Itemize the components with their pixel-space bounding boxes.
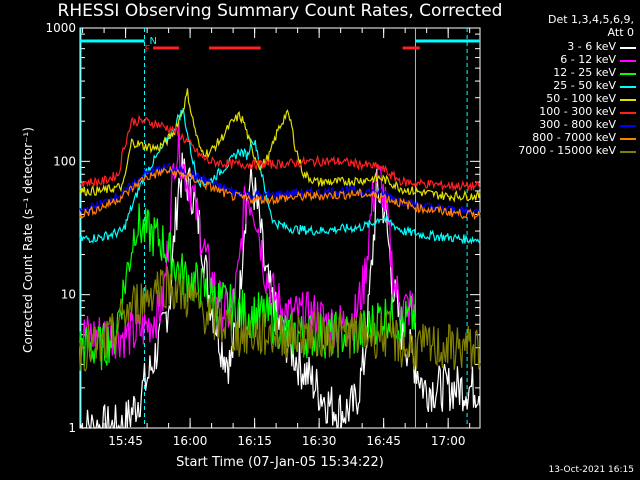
legend-label: 7000 - 15000 keV (518, 144, 616, 157)
legend-label: 100 - 300 keV (539, 105, 616, 118)
series-line-8 (79, 266, 481, 372)
legend-swatch (620, 73, 636, 75)
plot-frame (79, 27, 481, 429)
legend-label: 6 - 12 keV (560, 53, 616, 66)
legend-swatch (620, 125, 636, 127)
x-axis-label: Start Time (07-Jan-05 15:34:22) (176, 455, 384, 470)
x-tick-label: 15:45 (108, 434, 143, 448)
x-tick-label: 16:45 (366, 434, 401, 448)
legend-label: 12 - 25 keV (553, 66, 616, 79)
chart-title: RHESSI Observing Summary Count Rates, Co… (57, 1, 503, 21)
legend-label: 50 - 100 keV (546, 92, 616, 105)
series-line-7 (79, 165, 481, 220)
legend-swatch (620, 138, 636, 140)
footer-timestamp: 13-Oct-2021 16:15 (548, 465, 634, 475)
x-tick-label: 17:00 (431, 434, 466, 448)
detector-info-line2: Att 0 (607, 26, 634, 39)
legend-swatch (620, 60, 636, 62)
flag-label-F: F (145, 44, 151, 55)
series-line-5 (79, 114, 481, 192)
y-tick-label: 1 (68, 421, 76, 435)
detector-info-line1: Det 1,3,4,5,6,9, (547, 13, 634, 26)
x-tick-label: 16:15 (237, 434, 272, 448)
legend-swatch (620, 86, 636, 88)
y-tick-label: 100 (53, 154, 76, 168)
legend-swatch (620, 112, 636, 114)
legend-swatch (620, 99, 636, 101)
y-tick-label: 10 (61, 288, 76, 302)
y-tick-label: 1000 (45, 21, 76, 35)
legend-label: 3 - 6 keV (567, 40, 616, 53)
legend-swatch (620, 151, 636, 153)
series-line-4 (79, 88, 481, 203)
legend-label: 800 - 7000 keV (532, 131, 616, 144)
flag-label-N: N (150, 36, 157, 47)
legend-label: 300 - 800 keV (539, 118, 616, 131)
y-axis-label: Corrected Count Rate (s⁻¹ detector⁻¹) (21, 127, 35, 353)
legend-swatch (620, 47, 636, 49)
legend-label: 25 - 50 keV (553, 79, 616, 92)
x-tick-label: 16:30 (302, 434, 337, 448)
series-line-3 (79, 107, 481, 245)
x-tick-label: 16:00 (173, 434, 208, 448)
